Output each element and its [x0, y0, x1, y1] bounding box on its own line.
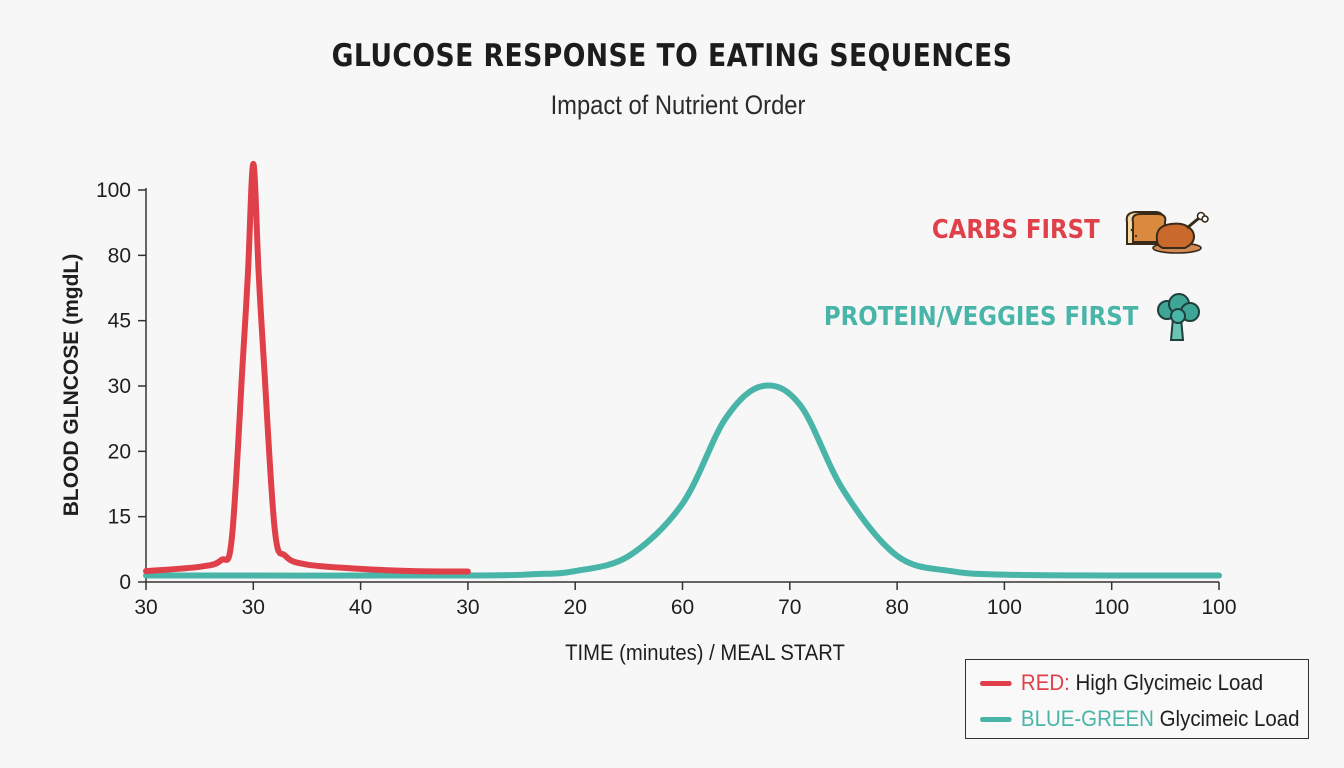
series-line-red: [143, 160, 471, 575]
x-axis: 30 30 40 30 20 60 70 80 100 100 100: [134, 581, 1237, 619]
series-layer: [143, 160, 1222, 579]
broccoli-icon-graphic: [1157, 293, 1200, 341]
x-tick-label: 100: [987, 596, 1022, 619]
y-tick-label: 45: [108, 310, 131, 333]
x-tick-label: 70: [778, 596, 801, 619]
legend-text-red: High Glycimeic Load: [1069, 670, 1264, 695]
y-tick-label: 100: [96, 179, 131, 202]
x-tick-label: 80: [885, 596, 908, 619]
x-tick-label: 30: [456, 596, 479, 619]
legend: RED: High Glycimeic Load BLUE-GREEN Glyc…: [965, 659, 1309, 739]
chart-subtitle: Impact of Nutrient Order: [550, 90, 806, 120]
chart-title: GLUCOSE RESPONSE TO EATING SEQUENCES: [331, 38, 1013, 74]
legend-key-blue-green: BLUE-GREEN: [1020, 706, 1154, 731]
x-tick-label: 40: [349, 596, 372, 619]
series-line-blue-green: [143, 382, 1222, 579]
legend-item-blue-green: BLUE-GREEN Glycimeic Load: [980, 706, 1300, 732]
legend-swatch-red: [980, 680, 1012, 686]
legend-item-red: RED: High Glycimeic Load: [980, 670, 1263, 696]
x-axis-label: TIME (minutes) / MEAL START: [565, 640, 845, 665]
x-ticks: 30 30 40 30 20 60 70 80 100 100 100: [134, 582, 1237, 619]
protein-veggies-first-annotation: PROTEIN/VEGGIES FIRST: [823, 302, 1138, 332]
legend-text-blue-green: Glycimeic Load: [1153, 706, 1300, 731]
x-tick-label: 100: [1201, 596, 1236, 619]
bread-and-chicken-icon-graphic: [1125, 211, 1209, 254]
y-tick-label: 80: [108, 244, 131, 267]
x-tick-label: 30: [242, 596, 265, 619]
legend-swatch-blue-green: [980, 716, 1012, 722]
y-tick-label: 20: [108, 440, 131, 463]
y-ticks: 0 15 20 30 45 80 100: [96, 179, 146, 594]
bread-and-chicken-icon: [1119, 206, 1211, 263]
y-tick-label: 30: [108, 375, 131, 398]
x-tick-label: 30: [134, 596, 157, 619]
y-axis: 0 15 20 30 45 80 100: [96, 179, 147, 594]
y-axis-label-text: BLOOD GLNCOSE (mgdL): [60, 253, 83, 517]
legend-key-red: RED:: [1020, 670, 1070, 695]
broccoli-icon: [1153, 292, 1203, 349]
carbs-first-annotation: CARBS FIRST: [932, 215, 1100, 245]
x-tick-label: 100: [1094, 596, 1129, 619]
x-tick-label: 60: [671, 596, 694, 619]
y-tick-label: 0: [119, 571, 131, 594]
y-tick-label: 15: [108, 506, 131, 529]
x-tick-label: 20: [564, 596, 587, 619]
